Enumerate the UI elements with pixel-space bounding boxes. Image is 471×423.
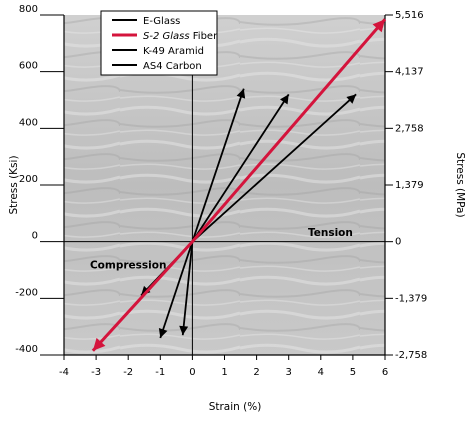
legend-items: E-Glass S-2 Glass Fiber K-49 Aramid AS4 Car… [112, 16, 218, 72]
failure-point-marker [280, 94, 289, 105]
failure-point-marker [346, 94, 357, 104]
annotation-tension: Tension [308, 227, 353, 239]
y2-tick-label: -2,758 [395, 350, 427, 361]
x-tick-label: 5 [350, 367, 356, 378]
annotation-compression: Compression [90, 260, 166, 272]
y2-tick-label: 1,379 [395, 180, 424, 191]
failure-point-marker [372, 19, 385, 33]
y2-tick-label: 2,758 [395, 123, 424, 134]
y2-tick-label: 5,516 [395, 10, 424, 21]
failure-point-marker [158, 328, 168, 338]
series-layer [91, 18, 387, 352]
series-s-2-glass-fiber [91, 18, 387, 352]
x-tick-label: 3 [286, 367, 292, 378]
legend: E-Glass S-2 Glass Fiber K-49 Aramid AS4 Car… [100, 10, 218, 76]
x-axis-title: Strain (%) [209, 401, 262, 413]
x-tick-label: -4 [59, 367, 69, 378]
y2-axis-title: Stress (MPa) [454, 152, 466, 217]
y-axis-title: Stress (Ksi) [8, 155, 20, 214]
axes-layer: -4 -3 -2 -1 0 1 2 3 4 5 6 -400 -200 0 200 400 600 800 -2,7… [15, 4, 427, 378]
failure-point-marker [179, 325, 189, 336]
x-tick-label: 2 [253, 367, 259, 378]
y-tick-label: 400 [19, 117, 38, 128]
y-tick-label: 600 [19, 61, 38, 72]
y-tick-label: 0 [32, 231, 38, 242]
y2-tick-label: 4,137 [395, 67, 424, 78]
legend-label: K-49 Aramid [143, 46, 204, 57]
y-tick-label: -200 [15, 287, 38, 298]
x-tick-label: 0 [189, 367, 195, 378]
x-tick-label: 1 [221, 367, 227, 378]
y-tick-label: 800 [19, 4, 38, 15]
y-tick-label: 200 [19, 174, 38, 185]
failure-point-marker [236, 88, 246, 99]
y2-tick-label: 0 [395, 237, 401, 248]
x-tick-label: -1 [155, 367, 165, 378]
y-tick-label: -400 [15, 344, 38, 355]
y2-tick-label: -1,379 [395, 293, 427, 304]
x-tick-label: -3 [91, 367, 101, 378]
annotation-layer: Tension Compression [90, 227, 353, 272]
series-line [91, 18, 387, 352]
x-tick-label: -2 [123, 367, 133, 378]
x-tick-label: 4 [318, 367, 324, 378]
failure-point-marker [92, 337, 106, 351]
legend-label: AS4 Carbon [143, 61, 202, 72]
legend-label: S-2 Glass Fiber [143, 31, 218, 42]
legend-label: E-Glass [143, 16, 180, 27]
x-tick-label: 6 [382, 367, 388, 378]
